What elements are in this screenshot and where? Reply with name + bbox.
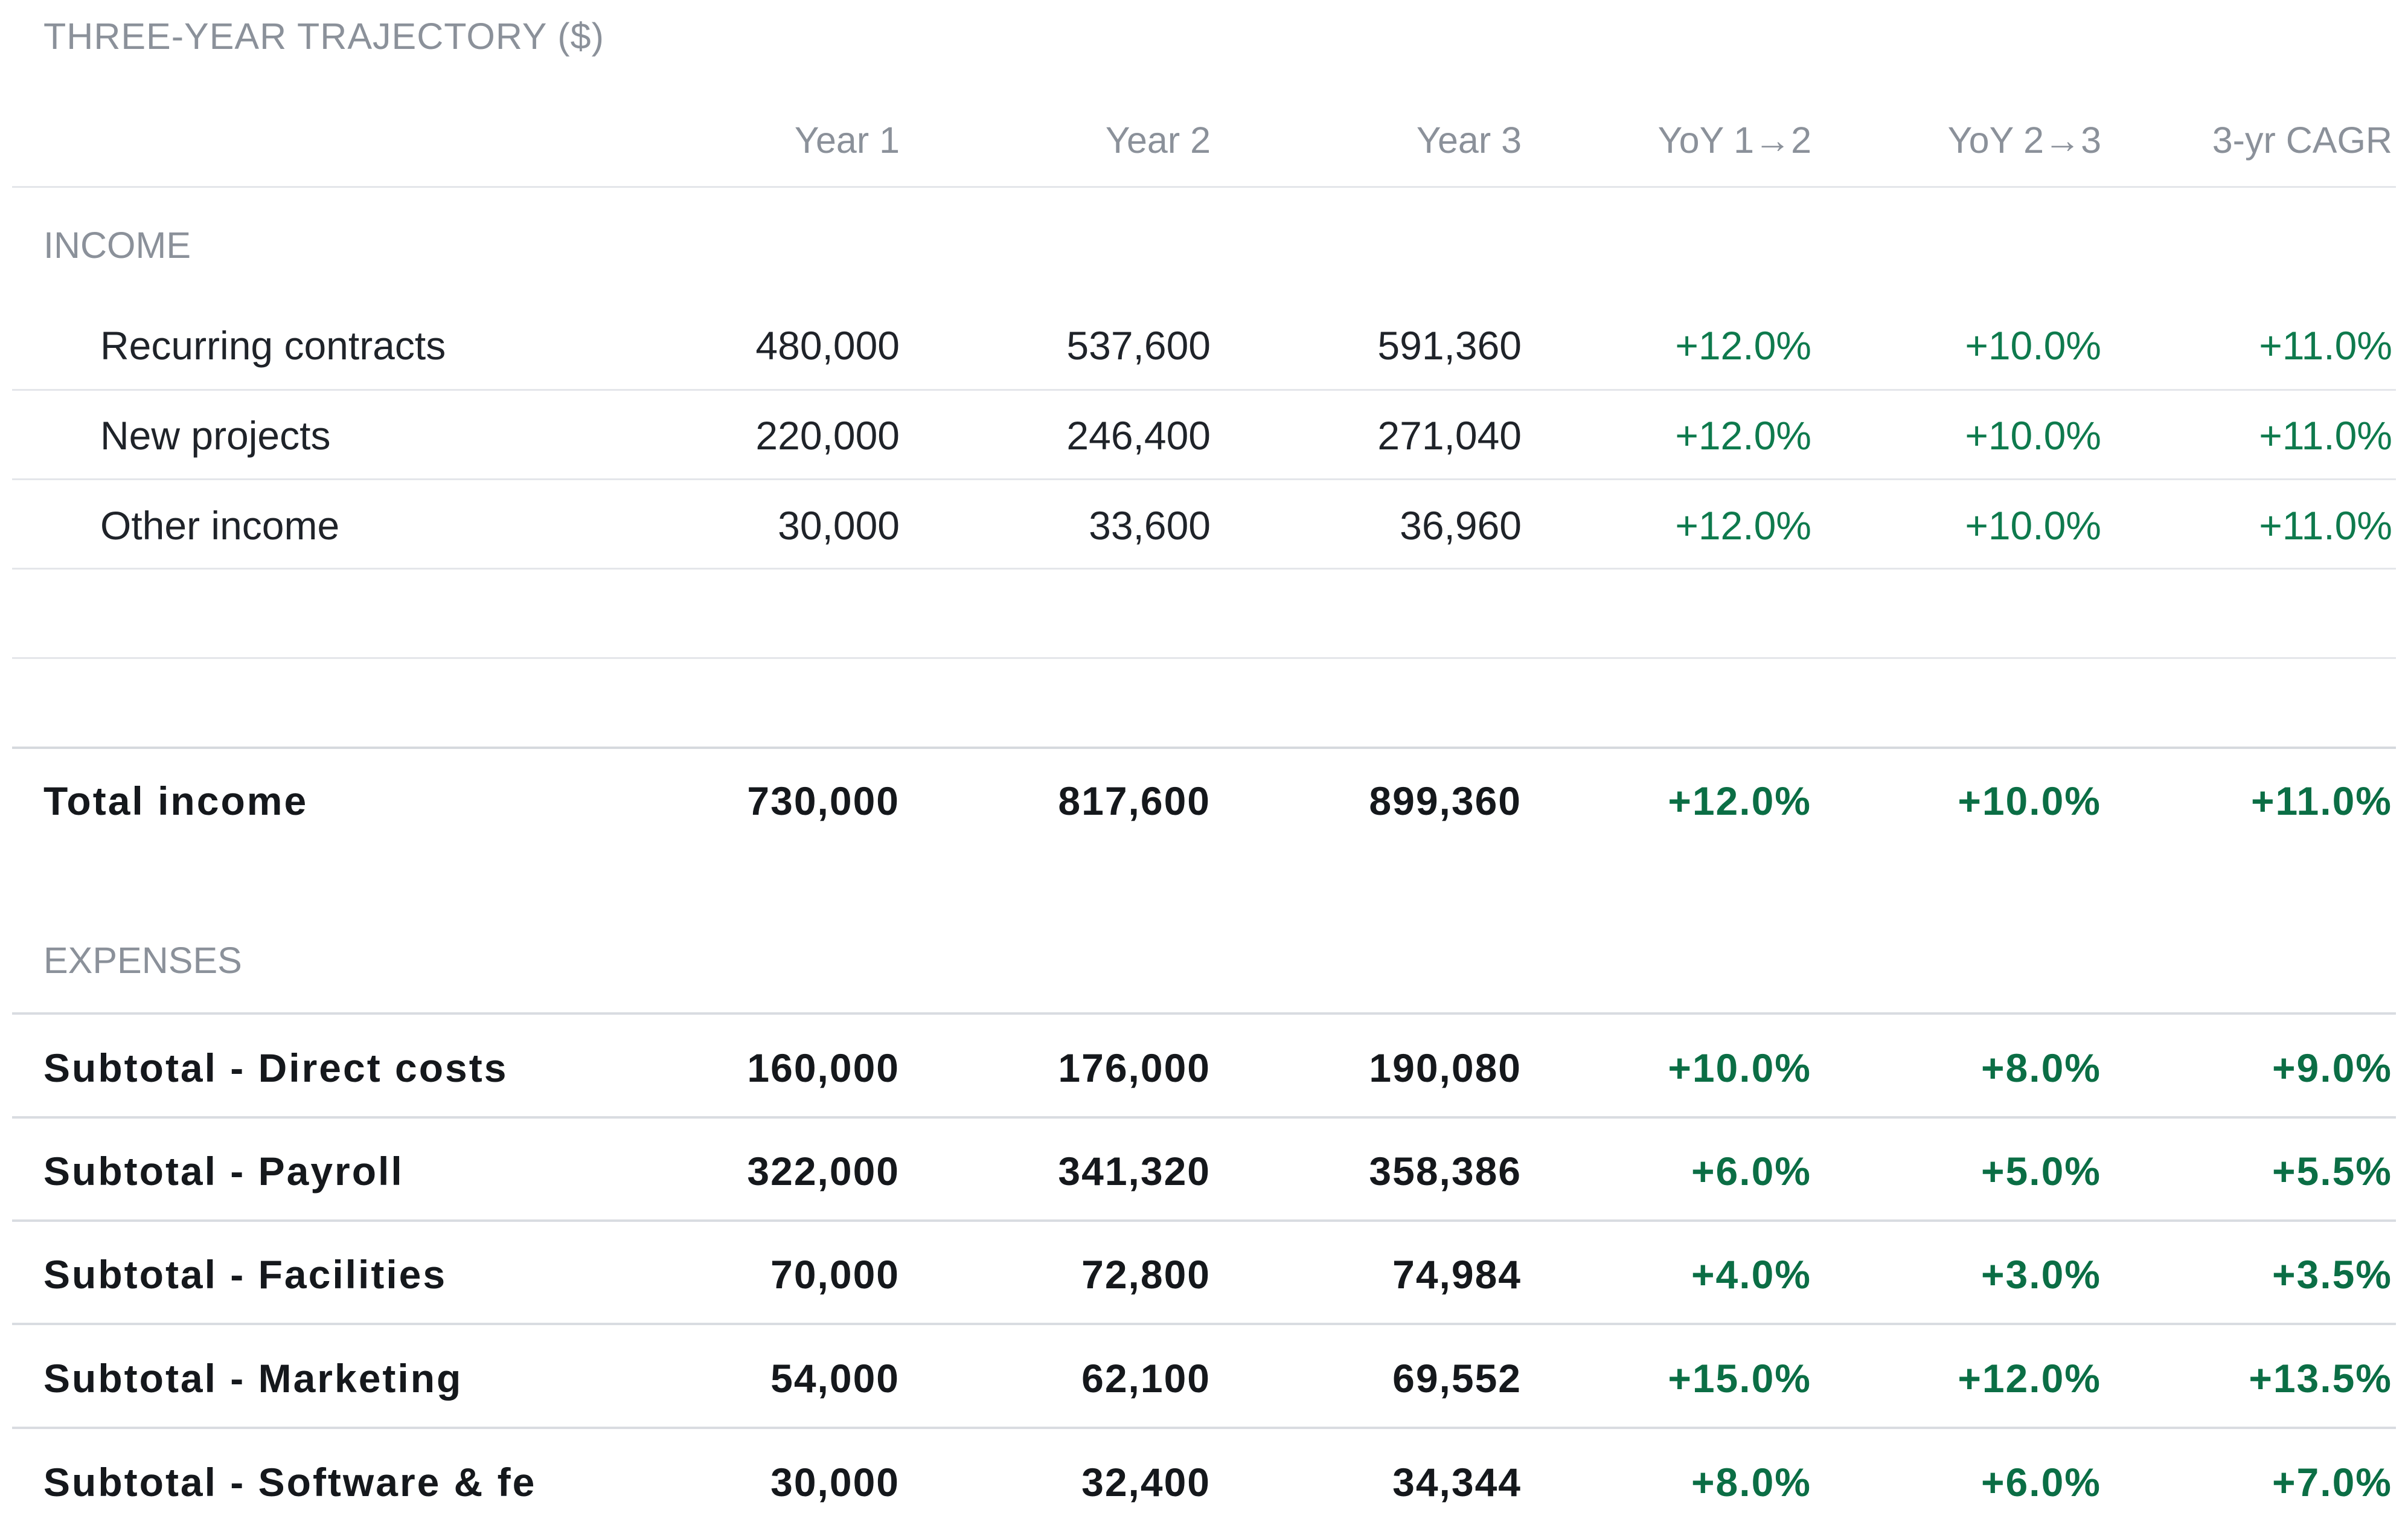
expense-subtotal-year-1: 160,000 (747, 1045, 900, 1090)
row-divider (12, 568, 2396, 570)
expense-subtotal-year-3: 34,344 (1392, 1460, 1522, 1505)
income-row-year-3: 591,360 (1377, 323, 1522, 368)
income-row-yoy-1-2: +12.0% (1675, 323, 1811, 368)
total-income-yoy-1-2: +12.0% (1668, 779, 1811, 823)
expense-subtotal-cagr: +13.5% (2249, 1356, 2392, 1401)
income-row-year-2: 33,600 (1089, 503, 1211, 548)
expense-subtotal-label: Subtotal - Marketing (43, 1356, 463, 1401)
row-divider (12, 1012, 2396, 1015)
income-row-label: New projects (100, 413, 331, 458)
expense-subtotal-yoy-1-2: +4.0% (1691, 1252, 1811, 1297)
expense-subtotal-yoy-1-2: +10.0% (1668, 1045, 1811, 1090)
expense-subtotal-yoy-1-2: +8.0% (1691, 1460, 1811, 1505)
section-title: THREE-YEAR TRAJECTORY ($) (43, 16, 604, 57)
income-row-year-2: 537,600 (1066, 323, 1211, 368)
income-row-cagr: +11.0% (2259, 413, 2392, 458)
expense-subtotal-label: Subtotal - Direct costs (43, 1045, 508, 1090)
row-divider (12, 1219, 2396, 1222)
income-row-yoy-2-3: +10.0% (1965, 503, 2101, 548)
row-divider (12, 1116, 2396, 1119)
expense-subtotal-year-3: 69,552 (1392, 1356, 1522, 1401)
income-row-label: Recurring contracts (100, 323, 446, 368)
expenses-group-label: EXPENSES (43, 940, 242, 981)
income-row-cagr: +11.0% (2259, 503, 2392, 548)
expense-subtotal-yoy-2-3: +3.0% (1981, 1252, 2101, 1297)
expense-subtotal-yoy-2-3: +6.0% (1981, 1460, 2101, 1505)
row-divider (12, 1427, 2396, 1429)
income-row-yoy-2-3: +10.0% (1965, 413, 2101, 458)
row-divider (12, 389, 2396, 391)
row-divider (12, 657, 2396, 659)
expense-subtotal-label: Subtotal - Payroll (43, 1149, 404, 1193)
total-income-label: Total income (43, 779, 309, 823)
expense-subtotal-label: Subtotal - Facilities (43, 1252, 447, 1297)
row-divider (12, 478, 2396, 480)
income-row-yoy-1-2: +12.0% (1675, 503, 1811, 548)
income-row-year-3: 271,040 (1377, 413, 1522, 458)
income-row-label: Other income (100, 503, 340, 548)
column-header-year-1: Year 1 (794, 120, 900, 161)
total-income-year-3: 899,360 (1369, 779, 1522, 823)
expense-subtotal-year-2: 72,800 (1081, 1252, 1211, 1297)
expense-subtotal-year-3: 74,984 (1392, 1252, 1522, 1297)
income-row-cagr: +11.0% (2259, 323, 2392, 368)
expense-subtotal-yoy-2-3: +5.0% (1981, 1149, 2101, 1193)
column-header-cagr: 3-yr CAGR (2212, 120, 2392, 161)
total-income-yoy-2-3: +10.0% (1958, 779, 2101, 823)
expense-subtotal-year-1: 54,000 (770, 1356, 900, 1401)
expense-subtotal-year-1: 70,000 (770, 1252, 900, 1297)
expense-subtotal-year-3: 190,080 (1369, 1045, 1522, 1090)
expense-subtotal-year-2: 341,320 (1058, 1149, 1211, 1193)
column-header-year-3: Year 3 (1416, 120, 1522, 161)
expense-subtotal-cagr: +3.5% (2272, 1252, 2392, 1297)
column-header-yoy-2-3: YoY 2→3 (1947, 120, 2101, 161)
expense-subtotal-cagr: +7.0% (2272, 1460, 2392, 1505)
expense-subtotal-year-2: 32,400 (1081, 1460, 1211, 1505)
income-row-year-1: 220,000 (755, 413, 900, 458)
total-income-cagr: +11.0% (2250, 779, 2392, 823)
total-income-year-2: 817,600 (1058, 779, 1211, 823)
expense-subtotal-cagr: +5.5% (2272, 1149, 2392, 1193)
expense-subtotal-year-2: 176,000 (1058, 1045, 1211, 1090)
expense-subtotal-year-3: 358,386 (1369, 1149, 1522, 1193)
column-header-year-2: Year 2 (1105, 120, 1211, 161)
expense-subtotal-year-1: 30,000 (770, 1460, 900, 1505)
income-row-year-1: 480,000 (755, 323, 900, 368)
income-row-yoy-1-2: +12.0% (1675, 413, 1811, 458)
expense-subtotal-year-2: 62,100 (1081, 1356, 1211, 1401)
expense-subtotal-label: Subtotal - Software & fe (43, 1460, 537, 1505)
expense-subtotal-yoy-2-3: +8.0% (1981, 1045, 2101, 1090)
header-divider (12, 186, 2396, 188)
row-divider (12, 1323, 2396, 1325)
expense-subtotal-yoy-1-2: +15.0% (1668, 1356, 1811, 1401)
income-row-year-2: 246,400 (1066, 413, 1211, 458)
total-divider (12, 747, 2396, 749)
income-row-yoy-2-3: +10.0% (1965, 323, 2101, 368)
income-row-year-1: 30,000 (778, 503, 900, 548)
expense-subtotal-yoy-2-3: +12.0% (1958, 1356, 2101, 1401)
expense-subtotal-yoy-1-2: +6.0% (1691, 1149, 1811, 1193)
column-header-yoy-1-2: YoY 1→2 (1657, 120, 1811, 161)
expense-subtotal-cagr: +9.0% (2272, 1045, 2392, 1090)
total-income-year-1: 730,000 (747, 779, 900, 823)
expense-subtotal-year-1: 322,000 (747, 1149, 900, 1193)
income-group-label: INCOME (43, 225, 191, 266)
income-row-year-3: 36,960 (1400, 503, 1522, 548)
